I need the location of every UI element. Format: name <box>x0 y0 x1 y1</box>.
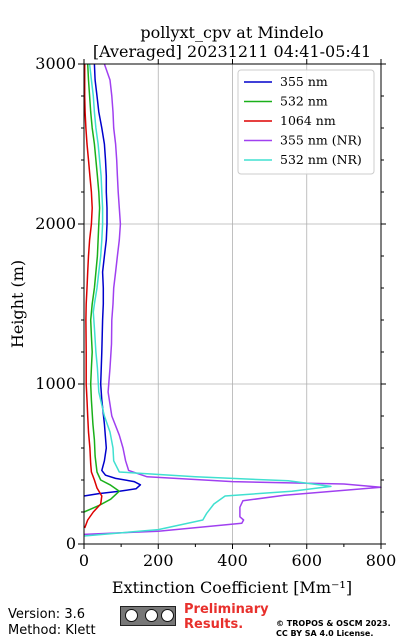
x-tick-label: 400 <box>217 551 248 570</box>
series-line-532-nm-nr- <box>83 63 332 537</box>
series-line-355-nm-nr- <box>83 63 382 536</box>
y-axis-label: Height (m) <box>8 260 27 348</box>
preliminary-results-text: Preliminary Results. <box>184 602 269 632</box>
legend-entry: 532 nm (NR) <box>280 152 362 167</box>
x-axis-label: Extinction Coefficient [Mm⁻¹] <box>112 578 352 597</box>
chart-title-line-1: pollyxt_cpv at Mindelo <box>140 23 323 42</box>
legend-entry: 1064 nm <box>280 113 336 128</box>
chart-title-line-2: [Averaged] 20231211 04:41-05:41 <box>93 42 371 61</box>
axis-ticks: 0 200 400 600 800 0 1000 2000 3000 <box>35 54 396 570</box>
method-text: Method: Klett <box>8 623 96 638</box>
license-line-1: © TROPOS & OSCM 2023. <box>276 619 391 628</box>
preliminary-line-1: Preliminary <box>184 602 269 617</box>
series-line-1064-nm <box>83 64 103 529</box>
x-tick-label: 600 <box>291 551 322 570</box>
legend-box <box>237 69 375 175</box>
version-method-text: Version: 3.6 Method: Klett <box>8 607 96 639</box>
cc-circle-icon <box>125 609 138 622</box>
legend-entry: 355 nm <box>280 74 328 89</box>
series-line-532-nm <box>83 63 121 513</box>
legend-entry: 532 nm <box>280 94 328 109</box>
legend-entry: 355 nm (NR) <box>280 133 362 148</box>
cc-by-sa-icon <box>120 606 176 626</box>
x-tick-label: 0 <box>79 551 89 570</box>
y-tick-label: 2000 <box>35 214 76 233</box>
y-tick-label: 1000 <box>35 374 76 393</box>
preliminary-line-2: Results. <box>184 617 244 632</box>
sa-circle-icon <box>161 609 174 622</box>
by-circle-icon <box>145 609 158 622</box>
plot-area <box>83 63 382 537</box>
license-line-2: CC BY SA 4.0 License. <box>276 629 374 638</box>
x-tick-label: 800 <box>366 551 397 570</box>
version-text: Version: 3.6 <box>8 607 85 622</box>
y-tick-label: 0 <box>66 534 76 553</box>
series-line-355-nm <box>83 63 142 497</box>
x-tick-label: 200 <box>143 551 174 570</box>
extinction-chart: pollyxt_cpv at Mindelo [Averaged] 202312… <box>8 23 396 597</box>
y-tick-label: 3000 <box>35 54 76 73</box>
license-text: © TROPOS & OSCM 2023. CC BY SA 4.0 Licen… <box>276 619 391 639</box>
legend: 355 nm 532 nm 1064 nm 355 nm (NR) 532 nm (NR… <box>237 69 375 175</box>
